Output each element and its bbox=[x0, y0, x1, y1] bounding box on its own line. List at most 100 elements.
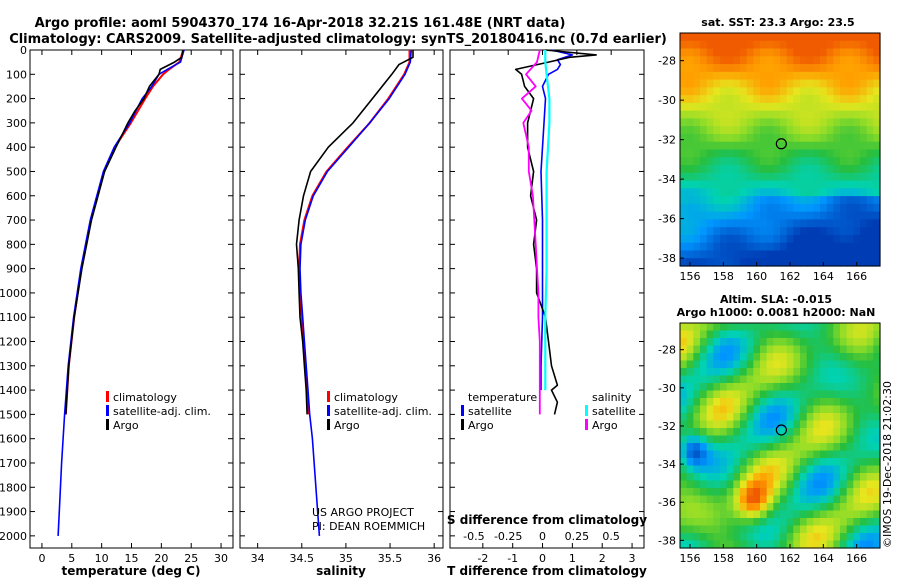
sla-map-cell bbox=[800, 443, 808, 452]
sla-map-cell bbox=[713, 330, 721, 339]
sla-map-cell bbox=[760, 495, 768, 504]
sst-map-cell bbox=[860, 203, 868, 213]
sla-map-cell bbox=[720, 465, 728, 474]
sst-map-cell bbox=[686, 56, 694, 65]
sla-map-cell bbox=[700, 540, 708, 549]
sst-map-cell bbox=[860, 234, 868, 244]
depth-axis: 0100200300400500600700800900100011001200… bbox=[0, 44, 27, 543]
sst-map-cell bbox=[853, 87, 861, 96]
sst-map-cell bbox=[786, 102, 794, 112]
sla-map-cell bbox=[733, 398, 741, 407]
sst-map-cell bbox=[720, 211, 728, 220]
sst-map-cell bbox=[826, 102, 834, 112]
sla-map-cell bbox=[826, 473, 834, 482]
header-line-1: Argo profile: aoml 5904370_174 16-Apr-20… bbox=[35, 16, 566, 31]
sst-map-cell bbox=[740, 203, 748, 213]
sst-map-cell bbox=[746, 87, 754, 96]
sst-map-cell bbox=[680, 203, 688, 213]
sla-map-cell bbox=[753, 518, 761, 527]
sst-map-cell bbox=[853, 250, 861, 259]
sla-map-cell bbox=[873, 368, 881, 377]
sla-map-cell bbox=[733, 518, 741, 527]
sst-map-cell bbox=[780, 234, 788, 244]
sst-map-cell bbox=[773, 118, 781, 127]
sla-map-cell bbox=[786, 465, 794, 474]
sla-map-cell bbox=[813, 510, 821, 519]
sla-map-cell bbox=[713, 443, 721, 452]
sla-map-cell bbox=[786, 330, 794, 339]
sst-map-cell bbox=[766, 165, 774, 174]
sla-map-cell bbox=[813, 435, 821, 444]
sla-map-cell bbox=[860, 338, 868, 347]
sst-map-cell bbox=[713, 258, 721, 267]
sla-map-cell bbox=[740, 428, 748, 437]
sst-map-cell bbox=[766, 172, 774, 182]
sla-map-cell bbox=[833, 353, 841, 362]
legend-swatch-satellite bbox=[327, 405, 330, 416]
sst-map-cell bbox=[793, 149, 801, 158]
sla-map-cell bbox=[780, 405, 788, 414]
sla-map-cell bbox=[873, 525, 881, 534]
sst-map-cell bbox=[833, 48, 841, 57]
sla-map-cell bbox=[860, 450, 868, 459]
sst-map-cell bbox=[686, 227, 694, 236]
sla-map-cell bbox=[680, 330, 688, 339]
sst-map-cell bbox=[820, 219, 828, 228]
sla-map-cell bbox=[766, 420, 774, 429]
sla-map-cell bbox=[853, 390, 861, 399]
sst-map-cell bbox=[786, 110, 794, 120]
sst-map-cell bbox=[800, 33, 808, 42]
x-tick-label: 1 bbox=[569, 552, 576, 565]
sst-map-cell bbox=[720, 242, 728, 252]
sla-map-cell bbox=[773, 510, 781, 519]
sst-map-cell bbox=[713, 149, 721, 158]
sla-map-cell bbox=[853, 405, 861, 414]
sst-map-cell bbox=[720, 141, 728, 151]
sla-map-cell bbox=[786, 428, 794, 437]
sst-map-cell bbox=[833, 234, 841, 244]
sla-map-cell bbox=[680, 443, 688, 452]
sla-map-cell bbox=[746, 338, 754, 347]
sla-map-cell bbox=[806, 533, 814, 542]
sst-map-cell bbox=[693, 172, 701, 182]
sst-map-cell bbox=[706, 149, 714, 158]
sla-map-cell bbox=[806, 360, 814, 369]
sst-map-cell bbox=[840, 33, 848, 42]
sla-map-cell bbox=[846, 488, 854, 497]
map-lon-label: 166 bbox=[846, 552, 867, 565]
sst-map-cell bbox=[726, 118, 734, 127]
sst-map-cell bbox=[740, 118, 748, 127]
sla-map-cell bbox=[873, 450, 881, 459]
sst-map-cell bbox=[700, 149, 708, 158]
sla-map-cell bbox=[733, 338, 741, 347]
sla-map-cell bbox=[793, 488, 801, 497]
sla-map-cell bbox=[846, 428, 854, 437]
sla-map-cell bbox=[833, 443, 841, 452]
sst-map-cell bbox=[873, 71, 881, 81]
sst-map-cell bbox=[773, 102, 781, 112]
sst-map-cell bbox=[860, 250, 868, 259]
sla-map-cell bbox=[860, 510, 868, 519]
legend-satellite-adj: satellite-adj. clim. bbox=[334, 405, 432, 418]
sla-map-cell bbox=[720, 443, 728, 452]
sla-map-cell bbox=[866, 398, 874, 407]
sst-map-cell bbox=[680, 141, 688, 151]
sst-map-cell bbox=[826, 126, 834, 135]
sla-map-cell bbox=[766, 480, 774, 489]
sla-map-subtitle: Argo h1000: 0.0081 h2000: NaN bbox=[677, 306, 876, 319]
sst-map-cell bbox=[726, 126, 734, 135]
sst-map-cell bbox=[693, 165, 701, 174]
sst-map-cell bbox=[873, 64, 881, 73]
sst-map-cell bbox=[813, 79, 821, 88]
sla-map-cell bbox=[866, 510, 874, 519]
sst-map-cell bbox=[866, 188, 874, 197]
sst-map-cell bbox=[806, 165, 814, 174]
sst-map-cell bbox=[800, 48, 808, 57]
sla-map-cell bbox=[793, 360, 801, 369]
sla-map-cell bbox=[686, 450, 694, 459]
sst-map-cell bbox=[860, 33, 868, 42]
salinity-legend: climatology satellite-adj. clim. Argo bbox=[327, 391, 432, 432]
sst-map-cell bbox=[693, 196, 701, 205]
sst-map-cell bbox=[680, 149, 688, 158]
sst-map-cell bbox=[840, 219, 848, 228]
